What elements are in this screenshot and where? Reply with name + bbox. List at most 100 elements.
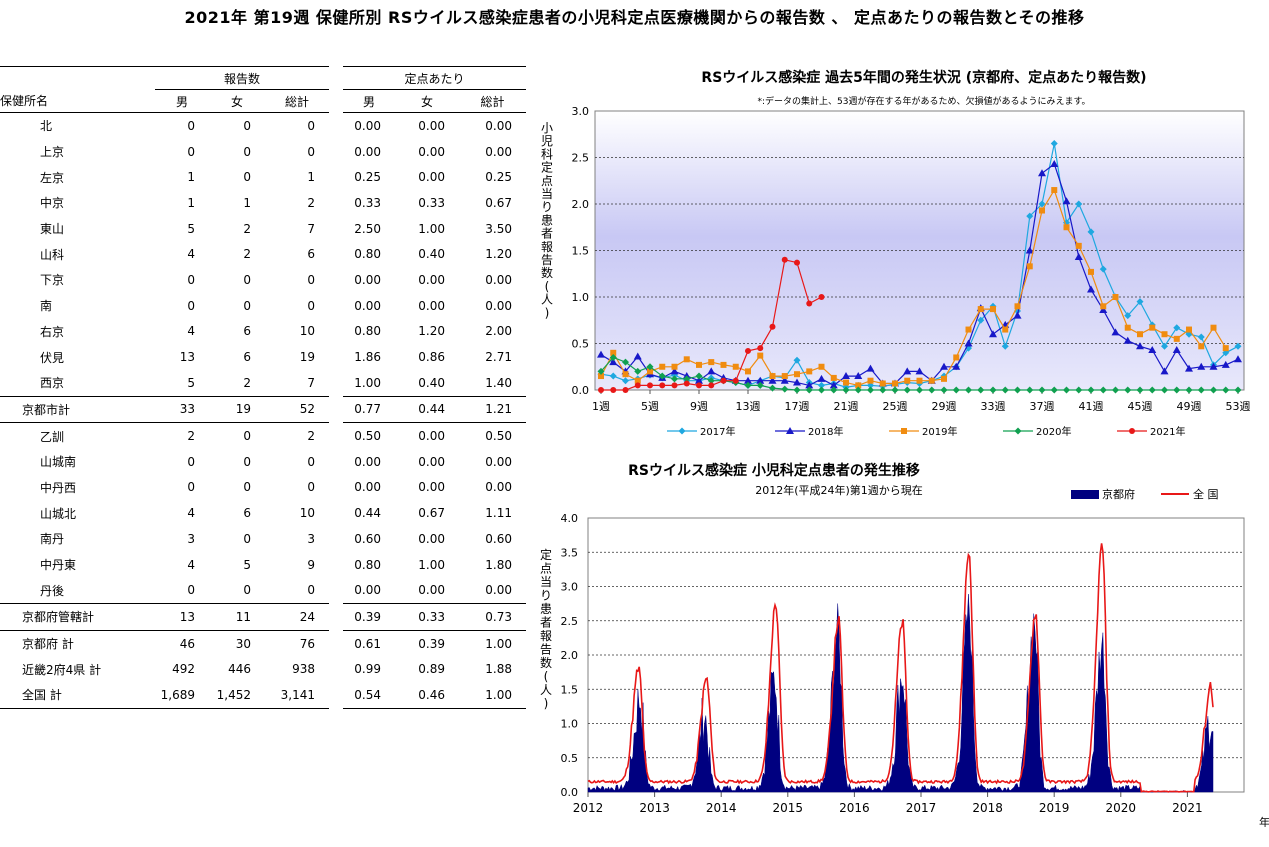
chart1-data-point — [903, 386, 911, 394]
table-cell: 6 — [243, 350, 251, 365]
table-cell: 1 — [307, 170, 315, 185]
svg-text:人: 人 — [541, 293, 553, 307]
chart1-data-point — [818, 363, 825, 370]
table-cell: 0.00 — [354, 118, 381, 133]
chart1-data-point — [708, 382, 715, 389]
col-header-facility: 保健所名 — [0, 89, 155, 113]
chart1-data-point — [745, 347, 751, 354]
chart1-x-tick: 13週 — [736, 400, 761, 413]
chart2-y-tick: 3.0 — [561, 581, 579, 594]
col-header-male-per-point: 男 — [343, 89, 395, 113]
chart2-legend-item: 京都府 — [1071, 487, 1135, 501]
table-row: 丹後 0 0 0 0.00 0.00 0.00 — [0, 577, 526, 603]
table-cell: 0 — [243, 454, 251, 469]
facility-name: 山科 — [40, 247, 65, 262]
chart1-data-point — [1210, 386, 1217, 394]
chart1-data-point — [1001, 386, 1009, 394]
chart1-data-point — [1087, 285, 1095, 293]
facility-name: 京都市計 — [0, 395, 155, 423]
chart1-series-2021年 — [598, 256, 825, 393]
chart1-data-point — [646, 363, 654, 371]
table-row: 全国 計 1,689 1,452 3,141 0.54 0.46 1.00 — [0, 682, 526, 709]
table-cell: 0.44 — [395, 395, 459, 423]
chart1-data-point — [854, 386, 862, 394]
table-cell: 0.54 — [343, 682, 395, 709]
chart1-data-point — [756, 376, 765, 384]
table-cell: 0.99 — [354, 662, 381, 677]
svg-text:報: 報 — [540, 629, 552, 643]
chart1-data-point — [1148, 386, 1156, 394]
chart1-data-point — [609, 372, 617, 380]
chart1-data-point — [683, 380, 690, 387]
chart1-data-point — [634, 377, 641, 384]
chart1-data-point — [1075, 200, 1083, 208]
chart1-data-point — [1099, 265, 1107, 273]
chart1-data-point — [1124, 324, 1131, 331]
chart1-data-point — [793, 378, 801, 386]
chart1-data-point — [670, 367, 679, 375]
chart2-legend-label: 京都府 — [1102, 487, 1135, 501]
chart1-data-point — [793, 356, 801, 364]
chart1-data-point — [1099, 386, 1107, 394]
chart1-data-point — [916, 386, 923, 394]
chart1-data-point — [1136, 298, 1144, 306]
chart1-data-point — [1038, 386, 1046, 394]
chart1-data-point — [597, 350, 605, 358]
chart1-data-point — [1161, 386, 1168, 394]
table-row: 山城北 4 6 10 0.44 0.67 1.11 — [0, 500, 526, 526]
table-cell: 10 — [299, 506, 315, 521]
chart1-data-point — [1001, 342, 1009, 350]
chart1-x-tick: 41週 — [1079, 400, 1104, 413]
chart2-x-tick: 2012 — [573, 801, 604, 815]
table-cell: 9 — [307, 557, 315, 572]
chart1-data-point — [817, 374, 826, 382]
facility-name: 東山 — [40, 222, 65, 237]
chart1-data-point — [781, 385, 789, 393]
chart1-data-point — [1172, 346, 1181, 354]
table-cell: 0.00 — [418, 272, 445, 287]
chart1-data-point — [768, 376, 777, 384]
chart1-data-point — [1099, 306, 1108, 314]
table-row: 左京 1 0 1 0.25 0.00 0.25 — [0, 164, 526, 190]
chart1-data-point — [707, 377, 715, 385]
table-row: 中京 1 1 2 0.33 0.33 0.67 — [0, 190, 526, 216]
chart2-y-tick: 4.0 — [561, 512, 579, 525]
chart1-x-tick: 53週 — [1226, 400, 1251, 413]
chart2-x-tick: 2018 — [972, 801, 1003, 815]
chart1-data-point — [1222, 386, 1230, 394]
svg-text:患: 患 — [541, 213, 553, 227]
facility-name: 山城南 — [40, 455, 77, 470]
chart2-x-tick: 2021 — [1172, 801, 1203, 815]
chart1-data-point — [941, 375, 947, 382]
table-cell: 33 — [155, 395, 209, 423]
chart1-data-point — [830, 374, 837, 381]
table-cell: 19 — [209, 395, 265, 423]
chart1-data-point — [952, 362, 961, 370]
table-cell: 0 — [307, 272, 315, 287]
table-cell: 0.00 — [418, 480, 445, 495]
table-cell: 0.80 — [354, 557, 381, 572]
table-cell: 0 — [307, 298, 315, 313]
chart1-data-point — [1221, 360, 1230, 368]
table-cell: 0 — [243, 531, 251, 546]
chart1-data-point — [781, 256, 788, 263]
chart1-data-point — [1112, 294, 1119, 300]
table-cell: 0 — [187, 454, 195, 469]
chart1-data-point — [1123, 336, 1132, 344]
chart1-data-point — [867, 386, 874, 394]
chart2-x-tick: 2013 — [639, 801, 670, 815]
chart1-data-point — [757, 352, 764, 359]
table-cell: 2 — [243, 221, 251, 236]
table-cell: 492 — [172, 662, 195, 677]
table-cell: 938 — [292, 662, 315, 677]
table-cell: 0 — [243, 480, 251, 495]
table-cell: 0 — [243, 118, 251, 133]
table-cell: 1 — [243, 195, 251, 210]
table-cell: 0 — [243, 170, 251, 185]
chart1-data-point — [1209, 362, 1218, 370]
table-cell: 1.00 — [354, 375, 381, 390]
table-cell: 0.50 — [459, 422, 526, 449]
table-cell: 1.40 — [485, 375, 512, 390]
chart1-data-point — [781, 373, 788, 380]
